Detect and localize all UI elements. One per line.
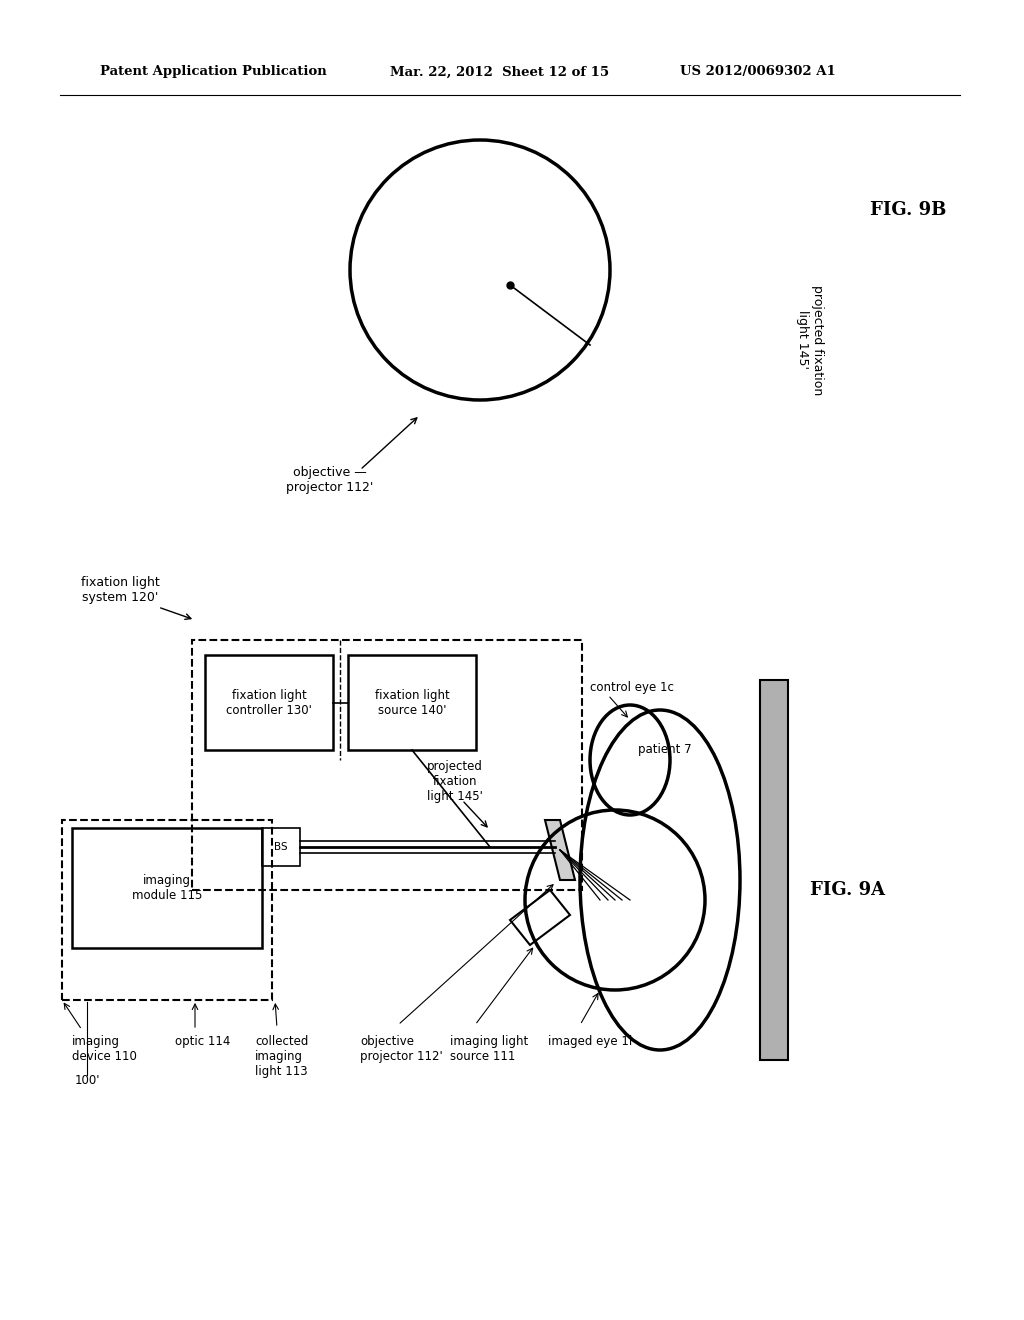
- Text: BS: BS: [274, 842, 288, 851]
- Bar: [193, 640, 582, 890]
- Text: imaged eye 1i: imaged eye 1i: [548, 1035, 632, 1048]
- Text: collected
imaging
light 113: collected imaging light 113: [255, 1035, 308, 1078]
- Bar: [205, 655, 333, 750]
- Text: fixation light
controller 130': fixation light controller 130': [226, 689, 312, 717]
- Polygon shape: [545, 820, 575, 880]
- Text: imaging light
source 111: imaging light source 111: [450, 1035, 528, 1063]
- Text: patient 7: patient 7: [638, 743, 692, 756]
- Text: projected
fixation
light 145': projected fixation light 145': [427, 760, 483, 803]
- Text: objective —
projector 112': objective — projector 112': [287, 466, 374, 494]
- Text: imaging
device 110: imaging device 110: [72, 1035, 137, 1063]
- Text: Patent Application Publication: Patent Application Publication: [100, 66, 327, 78]
- Bar: [262, 828, 300, 866]
- Text: Mar. 22, 2012  Sheet 12 of 15: Mar. 22, 2012 Sheet 12 of 15: [390, 66, 609, 78]
- Text: projected fixation
light 145': projected fixation light 145': [796, 285, 824, 395]
- Text: control eye 1c: control eye 1c: [590, 681, 674, 694]
- Text: FIG. 9A: FIG. 9A: [810, 880, 885, 899]
- Bar: [348, 655, 476, 750]
- Bar: [760, 680, 788, 1060]
- Text: objective
projector 112': objective projector 112': [360, 1035, 442, 1063]
- Text: optic 114: optic 114: [175, 1035, 230, 1048]
- Text: FIG. 9B: FIG. 9B: [870, 201, 946, 219]
- Text: fixation light
source 140': fixation light source 140': [375, 689, 450, 717]
- Text: imaging
module 115: imaging module 115: [132, 874, 202, 902]
- Text: 100': 100': [75, 1073, 100, 1086]
- Bar: [72, 828, 262, 948]
- Text: US 2012/0069302 A1: US 2012/0069302 A1: [680, 66, 836, 78]
- Text: fixation light
system 120': fixation light system 120': [81, 576, 160, 605]
- Bar: [62, 820, 272, 1001]
